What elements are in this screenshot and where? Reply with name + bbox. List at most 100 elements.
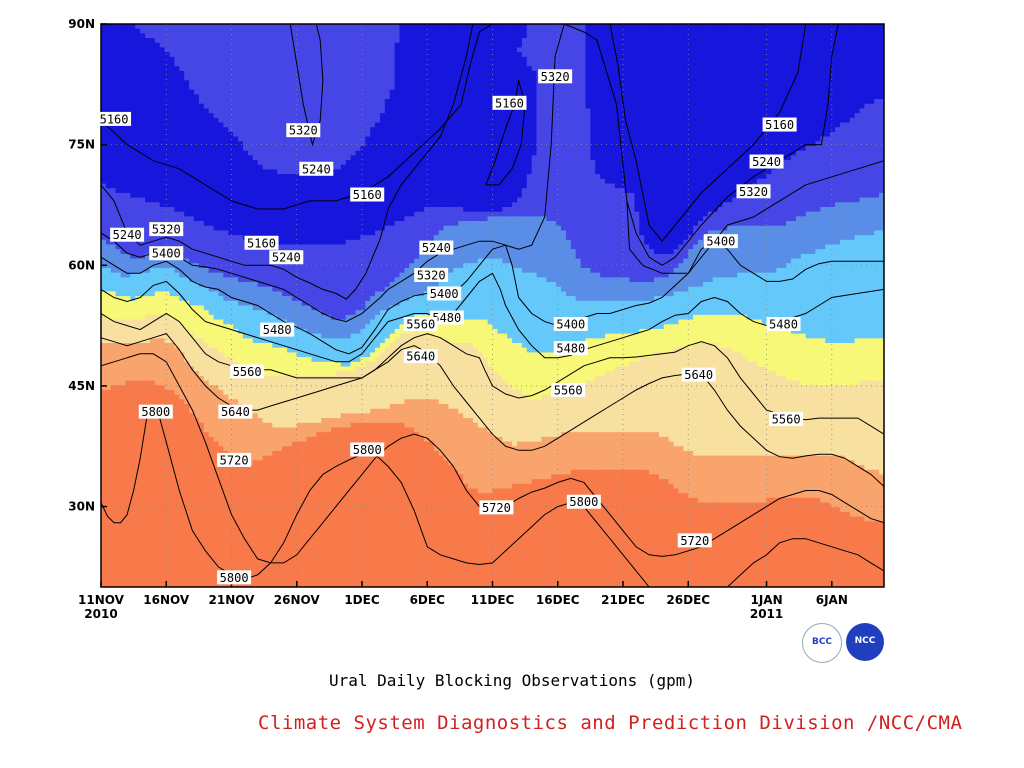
contour-line-5160 (485, 80, 526, 186)
contour-label-text: 5240 (113, 228, 142, 242)
contour-label-bg (769, 411, 804, 426)
contour-label-5720: 5720 (677, 533, 712, 548)
contour-label-bg (230, 364, 265, 379)
contour-line-5240 (564, 24, 839, 266)
contour-label-text: 5480 (432, 311, 461, 325)
contour-label-bg (703, 234, 738, 249)
contour-label-text: 5640 (221, 405, 250, 419)
contour-label-bg (97, 111, 132, 126)
contour-label-bg (269, 250, 304, 265)
contour-label-bg (299, 161, 334, 176)
contour-label-5240: 5240 (419, 240, 454, 255)
contour-label-text: 5800 (220, 571, 249, 585)
contour-label-bg (429, 310, 464, 325)
x-tick-label: 26DEC (666, 593, 710, 607)
contour-label-5720: 5720 (217, 452, 252, 467)
ncc-logo-text: NCC (854, 636, 876, 646)
contour-label-5800: 5800 (217, 570, 252, 585)
contour-label-text: 5240 (302, 162, 331, 176)
contour-label-text: 5720 (680, 534, 709, 548)
contour-label-text: 5800 (353, 443, 382, 457)
contour-label-bg (681, 367, 716, 382)
contour-label-5480: 5480 (553, 341, 588, 356)
contour-label-5160: 5160 (492, 95, 527, 110)
x-tick-label: 1DEC (344, 593, 380, 607)
contour-label-5160: 5160 (350, 187, 385, 202)
contour-label-text: 5320 (417, 268, 446, 282)
contour-label-text: 5320 (739, 185, 768, 199)
contour-label-bg (566, 494, 601, 509)
y-tick-label: 45N (68, 379, 95, 393)
y-tick-label: 60N (68, 258, 95, 272)
contour-label-text: 5560 (406, 317, 435, 331)
contour-label-text: 5160 (765, 118, 794, 132)
contour-label-bg (553, 341, 588, 356)
contour-label-5640: 5640 (403, 349, 438, 364)
contour-label-bg (736, 184, 771, 199)
contour-label-bg (419, 240, 454, 255)
credit-line: Climate System Diagnostics and Predictio… (258, 712, 963, 734)
bcc-logo: BCC (802, 623, 842, 663)
contour-label-text: 5240 (752, 155, 781, 169)
x-tick-label: 1JAN (750, 593, 782, 607)
x-tick-label: 16NOV (143, 593, 190, 607)
contour-line-5480 (101, 272, 884, 363)
contour-label-bg (350, 187, 385, 202)
contour-label-bg (766, 316, 801, 331)
contour-label-text: 5160 (495, 96, 524, 110)
contour-label-bg (244, 235, 279, 250)
contour-label-text: 5320 (289, 124, 318, 138)
contour-label-text: 5160 (247, 236, 276, 250)
x-tick-label: 21DEC (601, 593, 645, 607)
contour-label-text: 5560 (554, 383, 583, 397)
contour-label-text: 5160 (100, 112, 129, 126)
contour-label-bg (414, 267, 449, 282)
contour-label-5240: 5240 (749, 154, 784, 169)
contour-label-bg (218, 404, 253, 419)
x-tick-label: 26NOV (274, 593, 321, 607)
contour-label-5800: 5800 (566, 494, 601, 509)
grid-layer (101, 24, 884, 587)
contour-label-5400: 5400 (427, 286, 462, 301)
contour-label-text: 5800 (569, 495, 598, 509)
y-tick-label: 75N (68, 138, 95, 152)
contour-label-bg (138, 404, 173, 419)
contour-label-bg (492, 95, 527, 110)
contour-label-text: 5560 (233, 365, 262, 379)
contour-label-5160: 5160 (762, 117, 797, 132)
contour-label-bg (149, 222, 184, 237)
contour-label-5800: 5800 (138, 404, 173, 419)
contour-label-text: 5400 (152, 247, 181, 261)
contour-label-text: 5720 (220, 453, 249, 467)
contour-label-5320: 5320 (286, 123, 321, 138)
contour-label-text: 5560 (772, 412, 801, 426)
contour-label-bg (217, 570, 252, 585)
contour-label-5480: 5480 (766, 316, 801, 331)
contour-label-text: 5400 (706, 235, 735, 249)
contour-label-bg (538, 69, 573, 84)
contour-label-5400: 5400 (553, 316, 588, 331)
ncc-logo: NCC (846, 623, 884, 661)
contour-label-5560: 5560 (769, 411, 804, 426)
contour-label-text: 5720 (482, 501, 511, 515)
contour-label-5400: 5400 (703, 234, 738, 249)
contour-label-text: 5240 (422, 241, 451, 255)
contour-label-text: 5400 (430, 287, 459, 301)
contour-label-text: 5240 (272, 251, 301, 265)
contour-label-bg (677, 533, 712, 548)
x-tick-year: 2010 (84, 607, 117, 621)
contour-label-bg (479, 500, 514, 515)
contour-label-bg (260, 322, 295, 337)
contour-label-bg (427, 286, 462, 301)
chart-title: Ural Daily Blocking Observations (gpm) (328, 671, 696, 690)
contour-line-5400 (101, 240, 884, 355)
contour-label-5320: 5320 (414, 267, 449, 282)
contour-label-text: 5480 (556, 342, 585, 356)
contour-label-5160: 5160 (244, 235, 279, 250)
contour-label-5720: 5720 (479, 500, 514, 515)
contour-label-5400: 5400 (149, 246, 184, 261)
contour-label-5320: 5320 (736, 184, 771, 199)
contour-label-text: 5400 (556, 317, 585, 331)
